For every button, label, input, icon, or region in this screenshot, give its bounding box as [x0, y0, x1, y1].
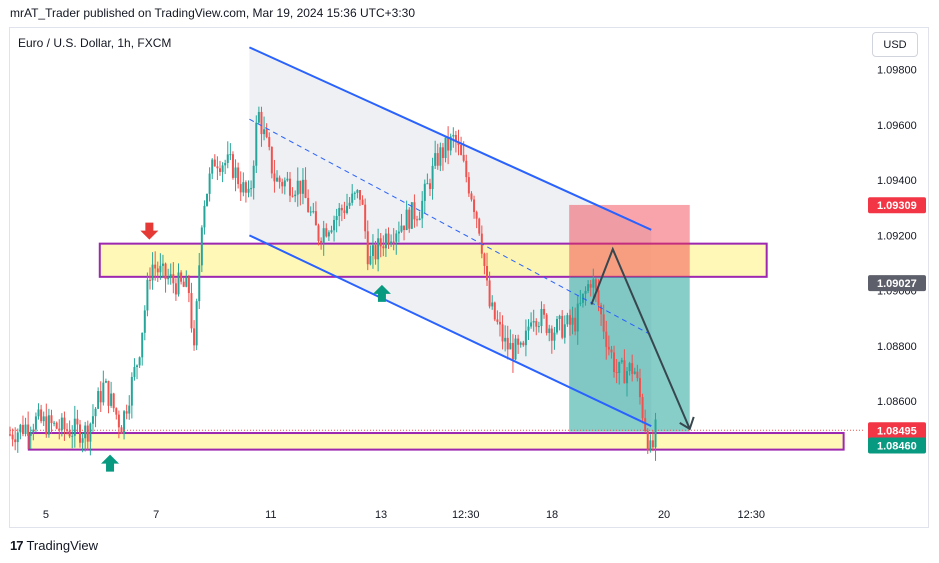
tradingview-brand: TradingView — [26, 538, 99, 553]
tradingview-logo-icon: 17 — [10, 538, 24, 553]
publisher-caption: mrAT_Trader published on TradingView.com… — [10, 6, 415, 20]
currency-button[interactable]: USD — [872, 32, 918, 57]
symbol-title: Euro / U.S. Dollar, 1h, FXCM — [18, 36, 172, 50]
tradingview-footer[interactable]: 17 TradingView — [10, 538, 98, 553]
chart-frame — [9, 27, 929, 528]
